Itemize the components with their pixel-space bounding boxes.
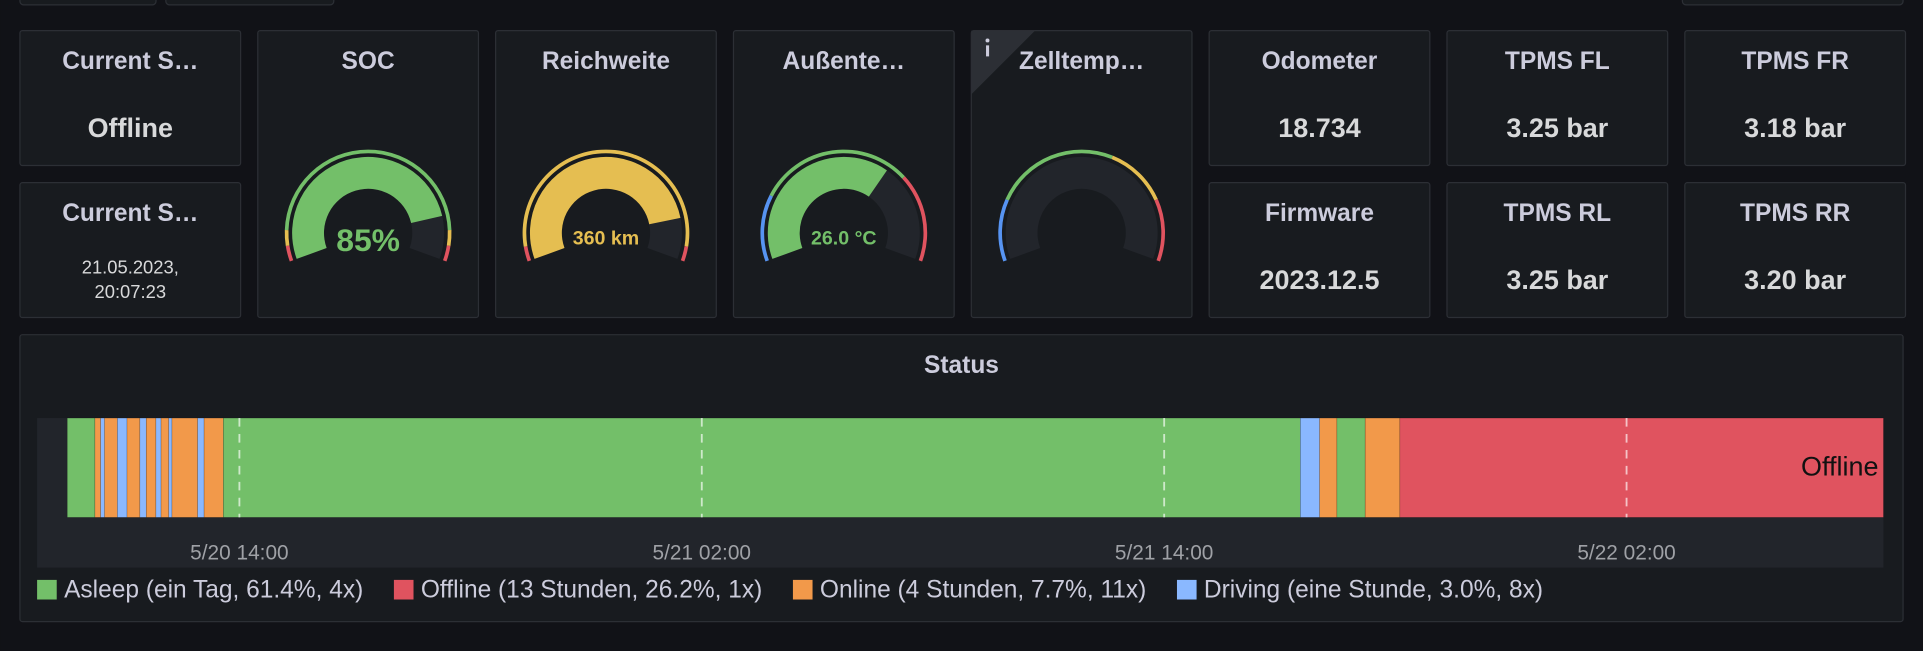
gauge-track [1005,156,1158,259]
gauge-threshold [446,230,452,246]
stat-panel [19,182,242,319]
x-tick-label: 5/21 02:00 [653,542,751,565]
panel-title: Reichweite [542,48,670,75]
gauge-threshold [760,194,773,262]
gauge-threshold [284,230,290,246]
stat-panel [1208,182,1431,319]
panel-title: Odometer [1262,48,1378,75]
toolbar-button[interactable] [165,0,335,6]
state-segment [139,417,147,518]
gauge-threshold [1111,155,1158,201]
stat-panel [1446,30,1669,167]
state-segment [155,417,162,518]
legend-label: Offline (13 Stunden, 26.2%, 1x) [421,576,762,603]
state-segment [104,417,118,518]
state-segment [1300,417,1320,518]
gauge-threshold [1154,199,1166,262]
stat-value: 3.20 bar [1744,265,1846,295]
panel-title: TPMS RR [1740,200,1851,227]
x-tick-label: 5/20 14:00 [190,542,288,565]
state-segment [223,417,1301,518]
stat-panel [1446,182,1669,319]
stat-value: 21.05.2023, [82,256,179,277]
toolbar-button[interactable] [1681,0,1904,6]
legend-swatch [792,579,813,600]
state-segment [126,417,141,518]
toolbar-button[interactable] [19,0,157,6]
state-segment [203,417,224,518]
gauge-fill [529,156,681,259]
gauge-value: 26.0 °C [811,227,877,249]
state-segment [117,417,128,518]
state-segment [1364,417,1401,518]
info-icon [986,45,990,57]
stat-panel [1684,182,1907,319]
gauge-threshold [1005,149,1113,201]
panel-title: TPMS FR [1741,48,1849,75]
gauge-threshold [998,199,1009,262]
state-segment [168,417,173,518]
panel-title: TPMS RL [1504,200,1612,227]
panel-title: Außente… [783,48,906,75]
legend-swatch [393,579,414,600]
stat-panel [1208,30,1431,167]
gauge-fill [292,156,443,259]
gauge-threshold [902,176,928,262]
stat-panel [1684,30,1907,167]
panel-title: Current S… [62,48,198,75]
gauge-fill [767,156,887,259]
state-segment [94,417,101,518]
state-segment [100,417,105,518]
panel-title: Current S… [62,200,198,227]
stat-value: 18.734 [1278,113,1361,143]
state-segment [145,417,157,518]
gauge-value: 85% [336,222,400,258]
gauge-threshold [769,149,905,197]
gauge-threshold [523,246,532,262]
stat-value: 2023.12.5 [1259,265,1379,295]
state-label: Offline [1801,451,1878,481]
legend-label: Asleep (ein Tag, 61.4%, 4x) [64,576,363,603]
stat-value: 3.18 bar [1744,113,1846,143]
legend-label: Driving (eine Stunde, 3.0%, 8x) [1204,576,1543,603]
stat-value: 3.25 bar [1506,265,1608,295]
state-segment [160,417,170,518]
legend-swatch [37,579,57,600]
stat-value: 3.25 bar [1506,113,1608,143]
stat-value: Offline [88,113,173,143]
panel-title: Firmware [1265,200,1374,227]
state-segment [171,417,198,518]
x-tick-label: 5/21 14:00 [1115,542,1213,565]
info-icon [985,38,990,43]
stat-value: 20:07:23 [95,281,167,302]
state-segment [1336,417,1366,518]
stat-panel [19,30,242,167]
state-segment [1399,417,1884,518]
x-tick-label: 5/22 02:00 [1577,542,1675,565]
state-segment [66,417,96,518]
state-segment [1319,417,1338,518]
panel-title: Status [924,352,999,379]
gauge-threshold [680,246,689,262]
panel-title: TPMS FL [1505,48,1610,75]
gauge-threshold [443,245,451,262]
panel-title: Zelltemp… [1019,48,1144,75]
state-segment [197,417,205,518]
gauge-threshold [285,245,294,262]
legend-swatch [1176,579,1197,600]
legend-label: Online (4 Stunden, 7.7%, 11x) [820,576,1146,603]
panel-title: SOC [342,48,395,75]
gauge-value: 360 km [573,227,640,249]
